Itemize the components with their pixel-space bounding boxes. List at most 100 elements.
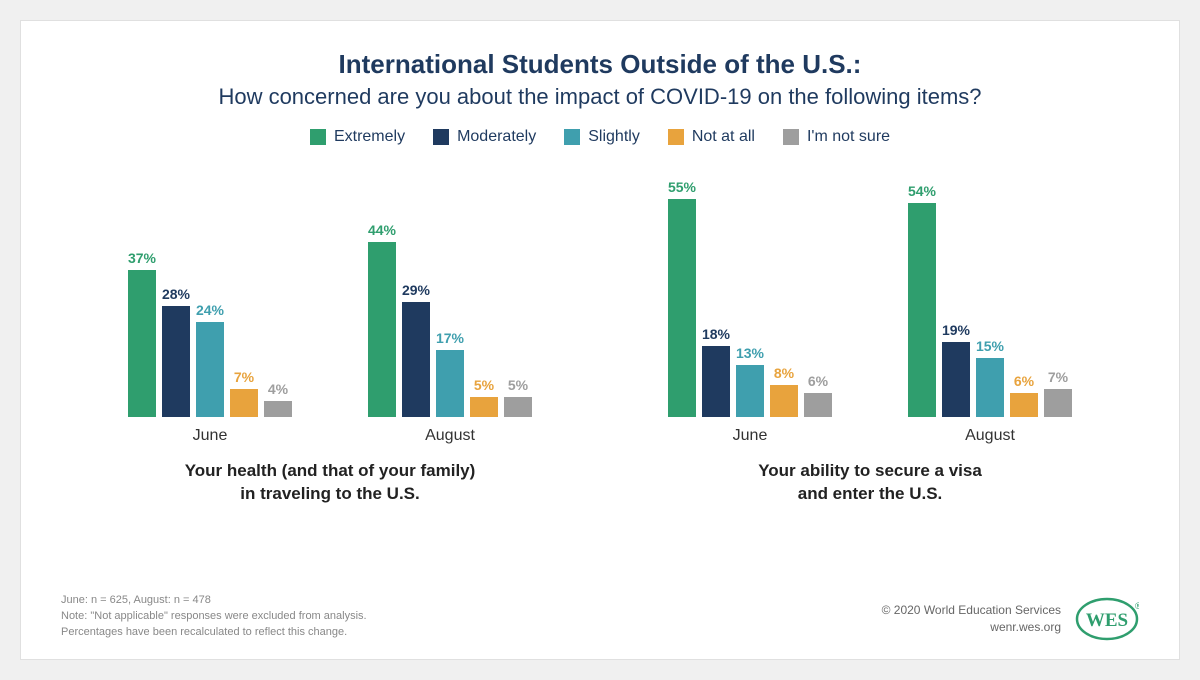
bar — [368, 242, 396, 417]
bar — [804, 393, 832, 417]
legend: Extremely Moderately Slightly Not at all I'm… — [61, 128, 1139, 146]
bar-value-label: 6% — [808, 373, 828, 389]
bar-value-label: 8% — [774, 365, 794, 381]
panel-caption-line: and enter the U.S. — [630, 483, 1110, 506]
legend-item: Slightly — [564, 128, 640, 146]
chart-panels: 37% 28% 24% 7% 4% June 44% 29% 17% 5% 5% August Your… — [61, 156, 1139, 506]
legend-label: Slightly — [588, 128, 640, 146]
bar — [1044, 389, 1072, 417]
bar-value-label: 44% — [368, 222, 396, 238]
bar-wrap: 17% — [435, 157, 465, 417]
bar — [702, 346, 730, 417]
footer: June: n = 625, August: n = 478 Note: "No… — [61, 593, 1139, 641]
bar — [402, 302, 430, 417]
legend-item: I'm not sure — [783, 128, 890, 146]
legend-swatch — [310, 129, 326, 145]
bars: 54% 19% 15%6%7% — [907, 157, 1073, 417]
bar-wrap: 44% — [367, 157, 397, 417]
legend-swatch — [668, 129, 684, 145]
bar-value-label: 24% — [196, 302, 224, 318]
bar-value-label: 5% — [474, 377, 494, 393]
footnote: June: n = 625, August: n = 478 Note: "No… — [61, 593, 367, 641]
bar — [470, 397, 498, 417]
bars: 55% 18% 13% 8% 6% — [667, 157, 833, 417]
legend-label: Extremely — [334, 128, 405, 146]
legend-item: Moderately — [433, 128, 536, 146]
bar-value-label: 19% — [942, 322, 970, 338]
attribution-line: wenr.wes.org — [882, 619, 1061, 636]
bar-group: 54% 19% 15%6%7% August — [907, 157, 1073, 445]
legend-swatch — [564, 129, 580, 145]
bar-wrap: 24% — [195, 157, 225, 417]
group-label: June — [733, 427, 768, 445]
chart-panel: 37%28%24%7%4%June44%29%17%5%5%AugustYour… — [90, 156, 570, 506]
bar — [1010, 393, 1038, 417]
bar — [976, 358, 1004, 418]
bar-wrap: 54% — [907, 157, 937, 417]
bar-groups: 55%18%13%8%6%June54%19%15%6%7%August — [630, 156, 1110, 446]
bar-wrap: 7% — [1043, 157, 1073, 417]
bar-wrap: 19% — [941, 157, 971, 417]
bar-wrap: 37% — [127, 157, 157, 417]
legend-swatch — [433, 129, 449, 145]
bar-wrap: 18% — [701, 157, 731, 417]
legend-label: I'm not sure — [807, 128, 890, 146]
svg-text:®: ® — [1135, 601, 1139, 611]
bar-value-label: 4% — [268, 381, 288, 397]
panel-caption-line: Your health (and that of your family) — [90, 460, 570, 483]
bar — [770, 385, 798, 417]
bar-value-label: 28% — [162, 286, 190, 302]
chart-panel: 55%18%13%8%6%June54%19%15%6%7%AugustYour… — [630, 156, 1110, 506]
footnote-line: Percentages have been recalculated to re… — [61, 625, 367, 641]
bar-wrap: 4% — [263, 157, 293, 417]
attribution-line: © 2020 World Education Services — [882, 602, 1061, 619]
bar-group: 44%29%17%5%5%August — [367, 157, 533, 445]
wes-logo-text: WES — [1086, 610, 1128, 631]
bar-value-label: 13% — [736, 345, 764, 361]
chart-card: International Students Outside of the U.… — [20, 20, 1180, 660]
bar-wrap: 7% — [229, 157, 259, 417]
bar-value-label: 17% — [436, 330, 464, 346]
bar — [196, 322, 224, 417]
bar-groups: 37%28%24%7%4%June44%29%17%5%5%August — [90, 156, 570, 446]
footnote-line: June: n = 625, August: n = 478 — [61, 593, 367, 609]
bar-value-label: 18% — [702, 326, 730, 342]
legend-item: Extremely — [310, 128, 405, 146]
wes-logo: WES ® — [1075, 597, 1139, 641]
footnote-line: Note: "Not applicable" responses were ex… — [61, 609, 367, 625]
bar — [504, 397, 532, 417]
bar — [908, 203, 936, 417]
legend-label: Not at all — [692, 128, 755, 146]
bar — [668, 199, 696, 417]
bar-value-label: 54% — [908, 183, 936, 199]
bar-value-label: 55% — [668, 179, 696, 195]
bar — [264, 401, 292, 417]
bar — [942, 342, 970, 417]
bar-wrap: 8% — [769, 157, 799, 417]
bar-group: 55% 18% 13% 8% 6% June — [667, 157, 833, 445]
bar-value-label: 29% — [402, 282, 430, 298]
bar-wrap: 28% — [161, 157, 191, 417]
bar-group: 37% 28% 24% 7% 4% June — [127, 157, 293, 445]
bar-wrap: 29% — [401, 157, 431, 417]
bar-value-label: 37% — [128, 250, 156, 266]
attribution: © 2020 World Education Services wenr.wes… — [882, 597, 1139, 641]
bar-wrap: 6% — [803, 157, 833, 417]
panel-caption: Your ability to secure a visaand enter t… — [630, 460, 1110, 506]
group-label: June — [193, 427, 228, 445]
bar-value-label: 7% — [234, 369, 254, 385]
bar-wrap: 15% — [975, 157, 1005, 417]
bar-wrap: 13% — [735, 157, 765, 417]
bar-wrap: 5% — [469, 157, 499, 417]
bar-wrap: 6% — [1009, 157, 1039, 417]
group-label: August — [965, 427, 1015, 445]
bar-value-label: 5% — [508, 377, 528, 393]
bar — [436, 350, 464, 417]
panel-caption-line: in traveling to the U.S. — [90, 483, 570, 506]
bar — [230, 389, 258, 417]
bars: 44% 29% 17% 5% 5% — [367, 157, 533, 417]
bar — [736, 365, 764, 417]
bar-wrap: 5% — [503, 157, 533, 417]
bar — [162, 306, 190, 417]
title-block: International Students Outside of the U.… — [61, 49, 1139, 110]
